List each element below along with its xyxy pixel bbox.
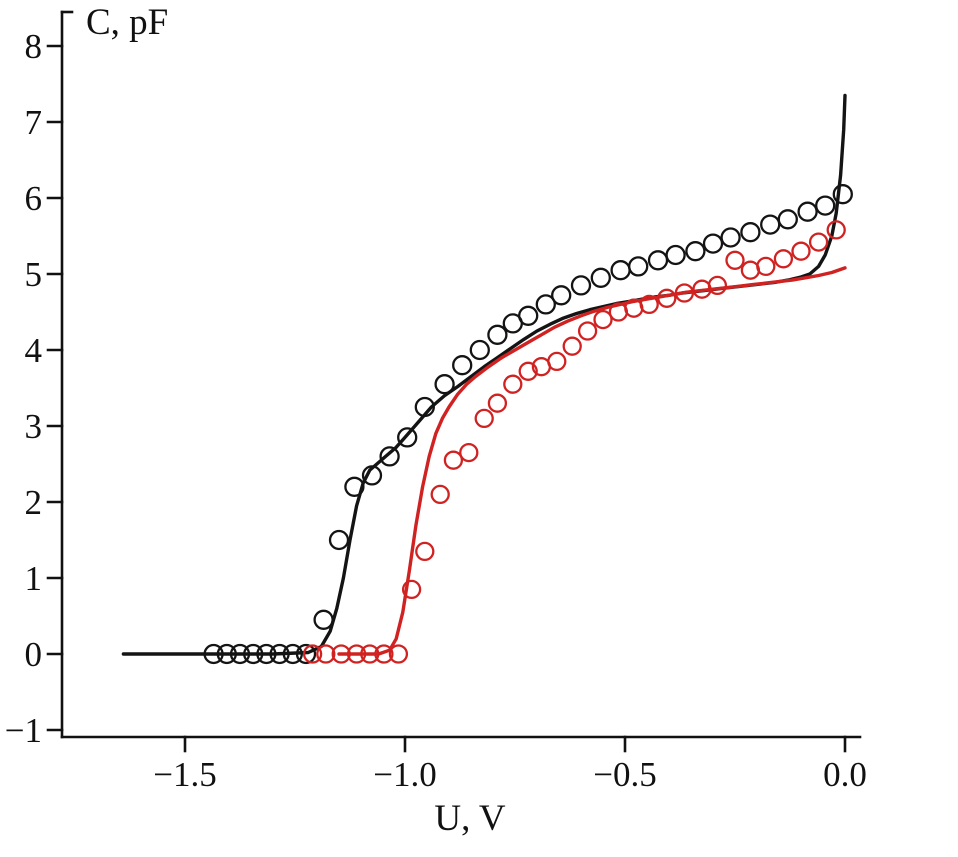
black-experimental-points-marker — [216, 643, 237, 665]
black-experimental-points-marker — [777, 209, 798, 230]
red-experimental-points-marker — [674, 283, 695, 303]
red-experimental-points-marker — [316, 644, 336, 664]
red-experimental-points-marker — [459, 442, 479, 463]
y-tick-label: 0 — [25, 635, 43, 674]
black-experimental-points-marker — [269, 643, 290, 665]
red-experimental-points-marker — [302, 644, 323, 664]
x-tick-label: 0.0 — [823, 755, 867, 794]
black-experimental-points-marker — [832, 184, 853, 205]
black-experimental-points-marker — [313, 609, 334, 630]
black-experimental-points-marker — [469, 339, 490, 361]
black-experimental-points-marker — [487, 324, 508, 345]
black-experimental-points-marker — [628, 256, 649, 277]
black-experimental-points-marker — [295, 643, 317, 665]
red-experimental-points-marker — [791, 241, 811, 261]
red-experimental-points-marker — [401, 579, 422, 600]
y-tick-label: −1 — [5, 711, 42, 750]
data-series — [121, 93, 853, 665]
red-experimental-points-marker — [443, 450, 464, 470]
black-experimental-points-marker — [414, 396, 435, 418]
red-experimental-points-marker — [487, 393, 508, 413]
red-experimental-points-marker — [657, 288, 677, 308]
x-axis-title: U, V — [434, 798, 506, 839]
red-experimental-points-marker — [374, 644, 394, 664]
x-tick-label: −1.0 — [373, 755, 437, 794]
red-experimental-points-marker — [547, 351, 567, 372]
black-experimental-points-marker — [243, 643, 264, 665]
x-tick-label: −1.5 — [153, 755, 217, 794]
red-experimental-points-marker — [562, 336, 582, 356]
red-experimental-points-marker — [707, 275, 728, 296]
black-experimental-points-marker — [361, 465, 383, 486]
red-experimental-points-marker — [639, 294, 659, 315]
black-experimental-points-marker — [702, 233, 724, 254]
red-experimental-points-marker — [826, 220, 846, 240]
red-experimental-points-marker — [808, 232, 829, 252]
black-experimental-points-marker — [647, 250, 669, 271]
red-experimental-points-marker — [518, 361, 538, 381]
y-tick-label: 8 — [25, 27, 43, 66]
black-experimental-points-marker — [535, 294, 556, 315]
y-tick-label: 7 — [25, 103, 43, 142]
black-experimental-points-marker — [610, 260, 631, 281]
y-tick-label: 6 — [25, 179, 43, 218]
black-experimental-points-marker — [797, 201, 818, 222]
black-experimental-points-marker — [452, 355, 473, 376]
y-tick-label: 5 — [25, 255, 43, 294]
black-experimental-points-marker — [518, 305, 539, 326]
red-experimental-points-marker — [725, 250, 745, 270]
black-experimental-points-marker — [434, 374, 455, 395]
black-experimental-points-marker — [282, 643, 303, 665]
red-experimental-points-marker — [503, 374, 523, 394]
y-tick-label: 1 — [25, 559, 43, 598]
red-experimental-points-marker — [360, 644, 380, 664]
black-experimental-points-marker — [570, 275, 592, 296]
red-experimental-points-marker — [331, 644, 351, 664]
black-experimental-points-marker — [344, 476, 365, 497]
red-experimental-points-marker — [346, 644, 367, 664]
black-experimental-points-marker — [760, 214, 781, 235]
black-experimental-points-marker — [815, 195, 836, 216]
black-experimental-points-marker — [256, 643, 277, 665]
red-experimental-points-marker — [430, 484, 450, 505]
black-experimental-points-marker — [551, 285, 572, 306]
black-model-curve-line — [121, 93, 847, 656]
red-experimental-points-marker — [593, 309, 613, 330]
y-tick-label: 3 — [25, 407, 43, 446]
black-experimental-points-marker — [379, 446, 400, 467]
black-experimental-points-marker — [720, 227, 741, 248]
red-experimental-points-marker — [577, 321, 598, 341]
y-tick-label: 2 — [25, 483, 43, 522]
y-tick-label: 4 — [25, 331, 43, 370]
black-experimental-points-marker — [229, 643, 251, 665]
red-experimental-points-marker — [740, 260, 761, 280]
red-experimental-points-marker — [773, 249, 794, 269]
red-experimental-points-marker — [756, 256, 776, 277]
red-experimental-points-marker — [474, 408, 494, 429]
y-axis-title: C, pF — [86, 2, 168, 43]
red-experimental-points-marker — [388, 644, 409, 664]
black-experimental-points-marker — [328, 529, 350, 551]
axes: −1 0 1 2 3 4 5 6 7 8 −1.5 −1.0 −0.5 0.0 — [5, 10, 867, 794]
black-experimental-points-marker — [590, 267, 611, 288]
red-model-curve-line — [337, 266, 847, 656]
black-experimental-points-marker — [740, 222, 761, 243]
black-experimental-points-marker — [665, 244, 686, 266]
black-experimental-points-marker — [203, 643, 224, 665]
black-experimental-points-marker — [685, 241, 706, 262]
red-experimental-points-marker — [415, 541, 435, 562]
black-experimental-points-marker — [397, 427, 418, 448]
x-tick-label: −0.5 — [593, 755, 657, 794]
